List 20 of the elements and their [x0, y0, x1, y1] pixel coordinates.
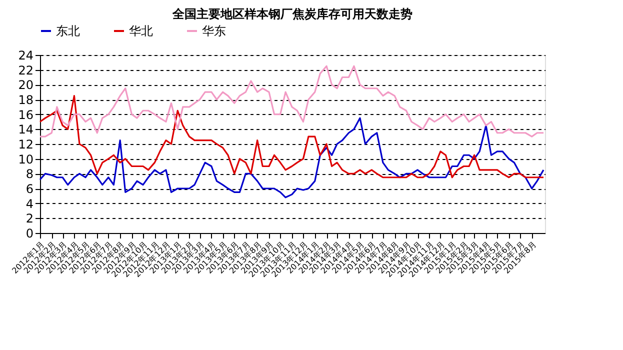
legend-label: 东北	[56, 24, 80, 38]
y-tick-label: 8	[26, 167, 34, 182]
y-tick-label: 12	[18, 138, 34, 152]
y-tick-label: 16	[18, 108, 34, 122]
legend-label: 华北	[129, 24, 153, 38]
y-tick-label: 0	[26, 226, 34, 240]
y-tick-label: 2	[26, 212, 34, 226]
y-tick-label: 14	[18, 122, 34, 137]
line-series	[39, 94, 544, 178]
y-tick-label: 4	[26, 196, 34, 211]
y-tick-label: 20	[18, 78, 34, 92]
legend-label: 华东	[202, 24, 226, 38]
line-series	[39, 117, 544, 198]
chart-title: 全国主要地区样本钢厂焦炭库存可用天数走势	[172, 7, 412, 21]
line-series	[39, 65, 544, 138]
y-tick-label: 6	[26, 182, 34, 196]
y-tick-label: 22	[18, 63, 34, 78]
y-tick-label: 24	[18, 48, 34, 62]
y-tick-label: 10	[18, 152, 34, 166]
y-tick-label: 18	[18, 93, 34, 107]
